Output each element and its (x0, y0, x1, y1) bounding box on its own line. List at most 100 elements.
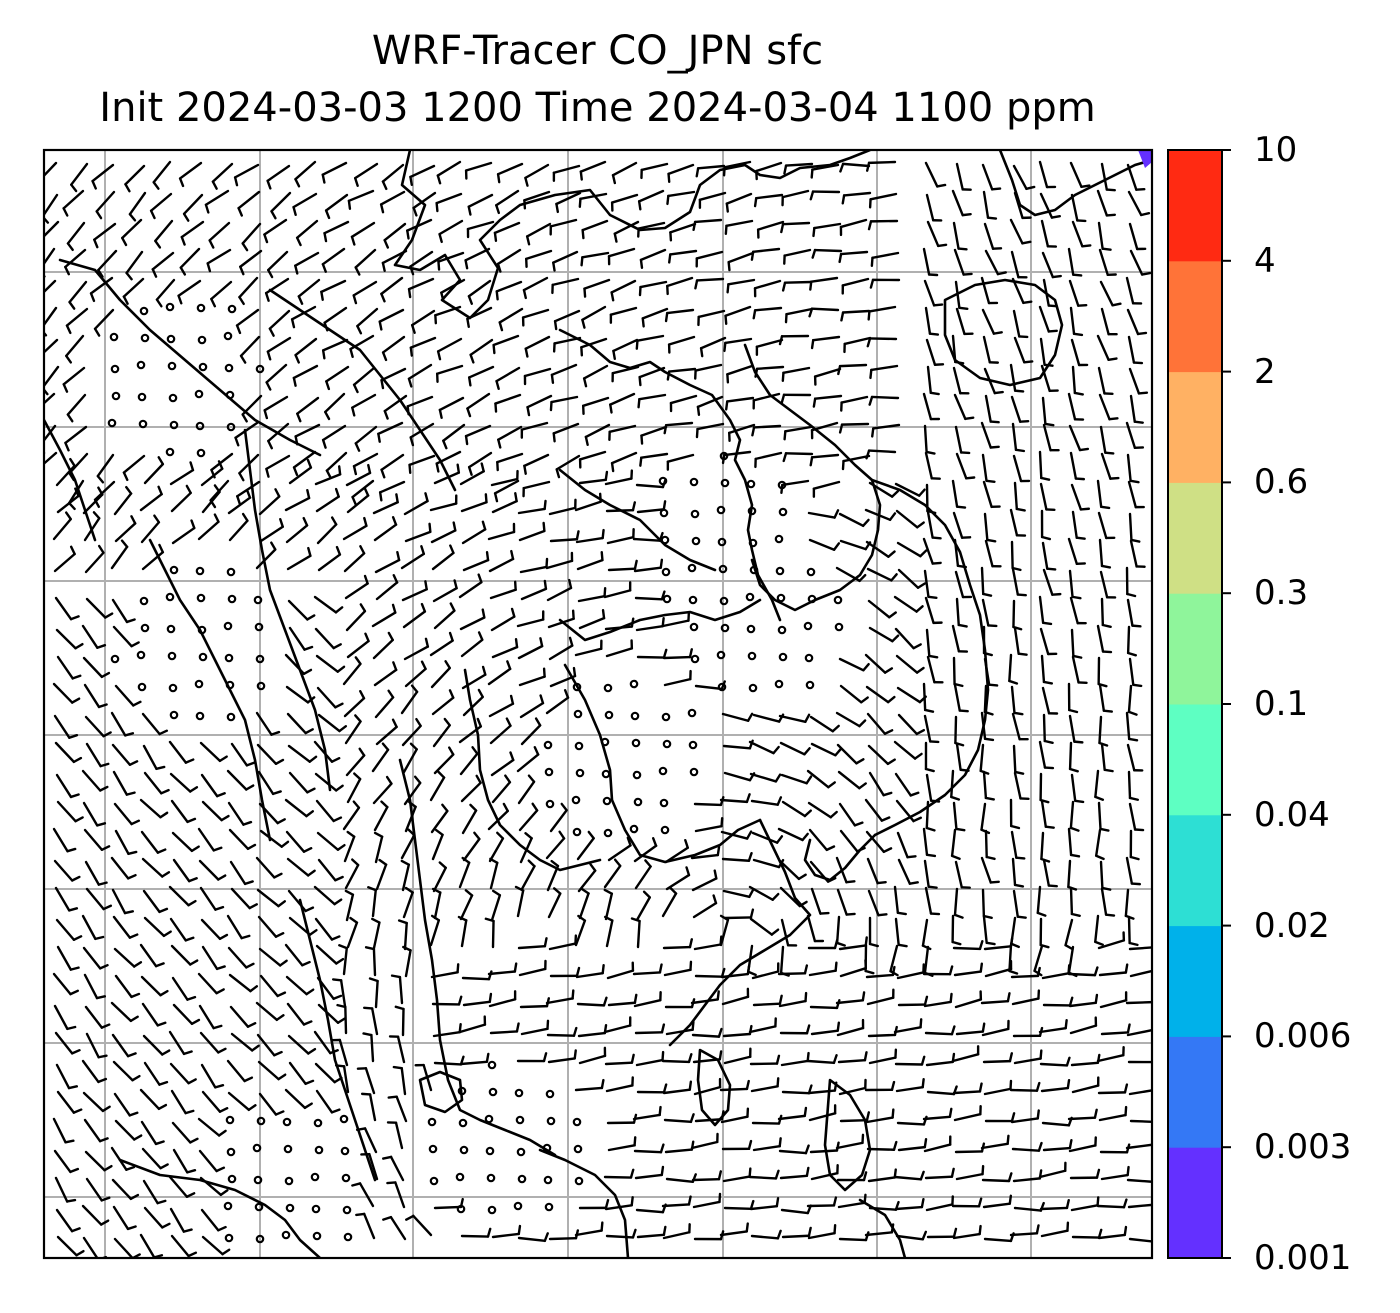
wind-calm-marker (253, 1175, 263, 1185)
wind-barb (406, 395, 434, 416)
wind-barb (438, 219, 464, 244)
wind-barb (1008, 653, 1019, 685)
wind-barb (462, 831, 481, 862)
wind-barb (410, 309, 436, 334)
wind-barb (524, 335, 551, 358)
wind-barb (663, 669, 692, 687)
wind-barb (555, 191, 582, 214)
wind-barb (321, 424, 347, 449)
wind-barb (807, 1081, 838, 1095)
wind-barb (780, 1051, 810, 1067)
wind-barb (490, 889, 502, 922)
wind-barb (952, 1224, 982, 1240)
wind-barb (488, 831, 505, 863)
wind-barb (313, 1030, 339, 1055)
wind-barb (200, 773, 226, 798)
wind-barb (266, 164, 291, 190)
wind-barb (555, 454, 581, 479)
wind-barb (606, 961, 635, 980)
wind-barb (263, 218, 288, 244)
wind-barb (838, 250, 869, 264)
wind-calm-marker (629, 679, 639, 689)
wind-barb (128, 191, 147, 222)
wind-barb (607, 836, 632, 862)
wind-calm-marker (515, 1115, 525, 1125)
wind-calm-marker (196, 448, 206, 458)
wind-barb (62, 189, 85, 217)
wind-barb (1042, 1138, 1073, 1152)
wind-barb (1041, 251, 1062, 279)
wind-barb (812, 480, 841, 498)
wind-barb (582, 364, 609, 388)
wind-barb (668, 249, 698, 264)
wind-barb (1038, 1161, 1067, 1179)
wind-calm-marker (310, 1172, 320, 1182)
wind-barb (835, 711, 867, 728)
wind-barb (211, 162, 234, 190)
wind-barb (925, 628, 939, 659)
wind-barb (553, 309, 581, 331)
wind-barb (545, 830, 566, 860)
wind-calm-marker (198, 362, 208, 372)
wind-barb (866, 857, 887, 885)
wind-barb (1040, 509, 1052, 541)
wind-barb (1125, 856, 1142, 886)
wind-barb (490, 469, 519, 487)
wind-barb (754, 365, 785, 378)
wind-barb (199, 1176, 229, 1197)
wind-barb (259, 829, 290, 848)
wind-barb (893, 740, 923, 760)
wind-calm-marker (603, 683, 613, 693)
wind-barb (462, 992, 493, 1007)
wind-barb (923, 714, 940, 744)
wind-barb (81, 1204, 110, 1226)
wind-barb (812, 394, 843, 408)
wind-barb (694, 817, 724, 833)
wind-barb (1012, 454, 1031, 483)
wind-barb (1013, 481, 1026, 512)
wind-barb (547, 609, 575, 629)
wind-barb (257, 1060, 287, 1081)
wind-calm-marker (514, 1088, 524, 1098)
wind-barb (84, 1150, 113, 1172)
wind-barb (464, 424, 492, 446)
wind-calm-marker (545, 799, 555, 809)
wind-barb (1040, 1221, 1070, 1238)
wind-barb (836, 743, 865, 765)
wind-calm-marker (632, 770, 642, 780)
wind-barb (200, 460, 224, 487)
wind-barb (354, 425, 378, 452)
wind-calm-marker (745, 592, 755, 602)
wind-barb (1067, 247, 1083, 277)
wind-calm-marker (513, 1201, 523, 1211)
wind-calm-marker (196, 303, 206, 313)
wind-barb (462, 551, 490, 572)
wind-barb (721, 1139, 753, 1151)
wind-barb (383, 222, 407, 249)
wind-calm-marker (834, 622, 844, 632)
wind-barb (97, 249, 118, 279)
wind-barb (461, 520, 487, 545)
wind-barb (267, 250, 289, 279)
wind-barb (694, 1110, 725, 1123)
wind-barb (1068, 993, 1099, 1008)
wind-barb (442, 423, 466, 450)
wind-barb (840, 395, 869, 412)
wind-calm-marker (543, 740, 553, 750)
wind-barb (491, 774, 512, 804)
wind-barb (669, 394, 698, 413)
wind-barb (81, 624, 107, 649)
wind-barb (114, 1119, 143, 1141)
wind-barb (982, 770, 995, 801)
wind-barb (549, 802, 568, 833)
wind-barb (403, 775, 422, 806)
wind-barb (44, 220, 60, 249)
wind-barb (200, 918, 229, 940)
wind-calm-marker (601, 769, 611, 779)
wind-barb (360, 1152, 379, 1181)
wind-barb (807, 939, 839, 950)
wind-barb (868, 626, 900, 643)
wind-calm-marker (572, 827, 582, 837)
wind-barb (372, 775, 393, 805)
